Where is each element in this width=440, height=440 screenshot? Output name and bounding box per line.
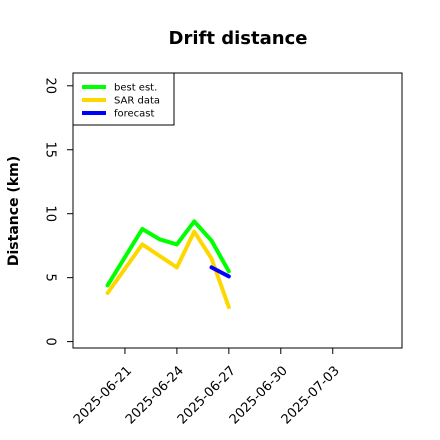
series-line-best-est- (105, 219, 231, 288)
y-tick-label: 0 (42, 337, 57, 345)
y-axis: 0 5 10 15 20 (42, 78, 73, 346)
chart-title: Drift distance (169, 28, 308, 49)
y-tick-label: 20 (42, 78, 57, 95)
plot-frame (72, 72, 403, 349)
legend-label: best est. (114, 83, 157, 94)
y-axis-label: Distance (km) (6, 156, 22, 266)
series-line-forecast (209, 265, 231, 279)
legend-label: forecast (114, 109, 155, 120)
legend: best est. SAR data forecast (72, 72, 175, 126)
y-tick-label: 5 (42, 274, 57, 282)
series-line-sar-data (105, 229, 231, 310)
legend-label: SAR data (114, 96, 160, 107)
x-axis: 2025-06-212025-06-242025-06-272025-06-30… (71, 348, 343, 427)
series-layer (105, 219, 231, 310)
y-tick-label: 15 (42, 141, 57, 158)
y-tick-label: 10 (42, 205, 57, 222)
